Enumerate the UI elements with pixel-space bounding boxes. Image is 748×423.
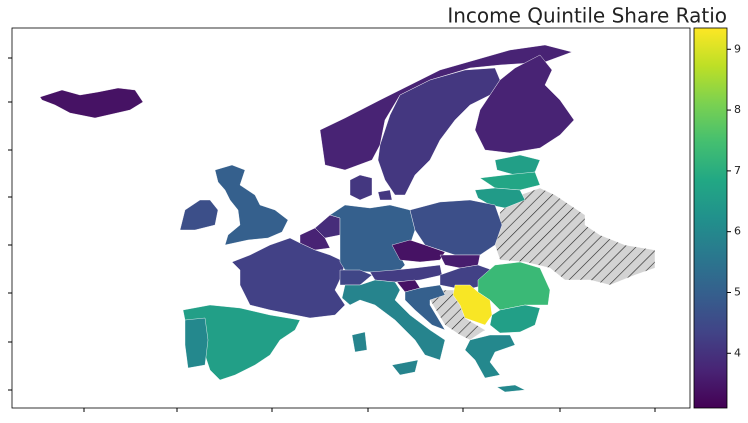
country [329,204,416,276]
colorbar-tick-label: 5 [734,285,741,298]
country [496,384,526,393]
no-data-regions [419,187,656,341]
country [377,67,501,196]
country [179,199,219,231]
country [489,304,541,334]
map-frame [11,27,691,409]
colorbar-tick-label: 8 [734,103,741,116]
country [184,317,209,369]
colorbar [693,27,728,409]
country [39,87,144,119]
colorbar-tick-label: 6 [734,225,741,238]
country [319,44,573,171]
no-data-region [494,187,656,286]
colorbar-tick-label: 7 [734,164,741,177]
country [404,284,446,331]
country [391,359,419,376]
country [339,269,373,286]
country [464,334,516,379]
country [409,199,503,256]
colorbar-tick-label: 4 [734,346,741,359]
country [341,279,446,361]
country [351,331,368,353]
no-data-region [419,289,486,341]
countries [39,44,575,393]
country [214,164,289,246]
country [479,171,541,191]
country [349,174,373,201]
title: Income Quintile Share Ratio [447,4,727,28]
colorbar-tick-label: 9 [734,42,741,55]
country [474,187,526,209]
country [474,54,575,154]
map-axis-ticks [8,57,656,412]
country [377,189,393,201]
country [477,261,551,311]
country [231,237,346,319]
